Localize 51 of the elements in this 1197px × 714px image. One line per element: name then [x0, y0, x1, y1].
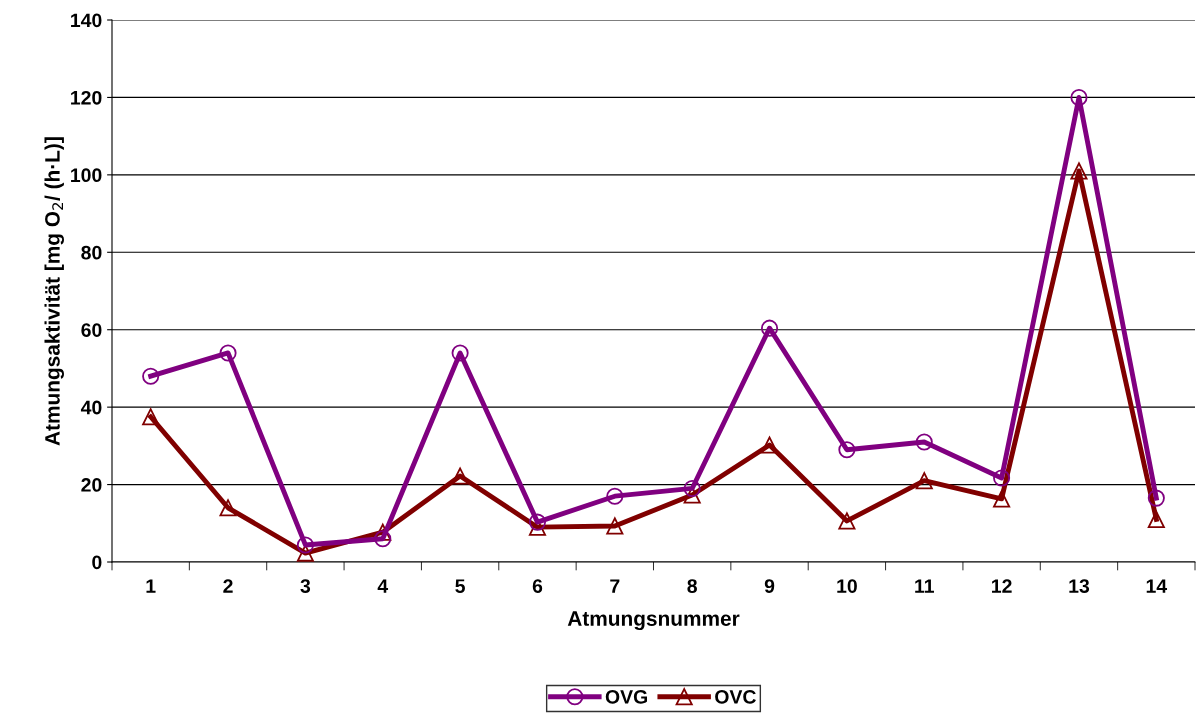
x-tick-label: 9 [764, 579, 775, 593]
y-tick-label: 60 [81, 323, 102, 337]
point [451, 467, 469, 485]
y-tick-label: 100 [71, 168, 102, 183]
y-tick-label: 40 [80, 400, 102, 415]
x-axis-title: Atmungsnummer [567, 611, 740, 631]
point [296, 536, 314, 554]
x-tick-label: 8 [687, 579, 697, 593]
x-tick-label: 1 [146, 579, 156, 593]
point [1147, 489, 1165, 507]
y-tick-label: 120 [71, 90, 102, 105]
point [219, 499, 237, 517]
point [142, 408, 160, 426]
point [993, 490, 1011, 508]
point [838, 512, 856, 530]
point [296, 544, 314, 562]
y-tick-label: 140 [71, 13, 102, 28]
x-tick-label: 7 [610, 579, 620, 593]
point [683, 479, 701, 497]
point [760, 319, 779, 337]
legend-label: OVC [715, 689, 756, 704]
y-tick-label: 80 [81, 245, 102, 260]
legend-label: OVG [605, 689, 647, 704]
point [528, 513, 547, 531]
y-tick-label: 0 [92, 555, 102, 570]
x-tick-label: 5 [455, 579, 465, 593]
point [1070, 162, 1088, 180]
x-tick-label: 13 [1069, 579, 1090, 593]
point [142, 367, 160, 385]
point [1147, 510, 1165, 528]
x-tick-label: 10 [837, 579, 857, 593]
point [760, 436, 779, 454]
point [606, 487, 624, 505]
point [838, 441, 856, 459]
x-tick-label: 2 [223, 579, 233, 593]
y-tick-label: 20 [81, 478, 102, 492]
x-tick-label: 4 [377, 579, 389, 593]
y-axis-title: Atmungsaktivität [mg O$_{2}$/ (h·L)] [44, 137, 64, 446]
point [374, 530, 392, 548]
point [1070, 88, 1088, 106]
x-tick-label: 14 [1146, 579, 1168, 593]
x-tick-label: 11 [915, 579, 934, 593]
point [915, 433, 933, 451]
point [219, 344, 237, 362]
point [915, 472, 933, 490]
point [451, 344, 469, 362]
x-tick-label: 12 [992, 579, 1012, 593]
point [606, 517, 624, 535]
x-tick-label: 6 [532, 579, 543, 593]
x-tick-label: 3 [300, 579, 311, 593]
point [993, 469, 1011, 487]
